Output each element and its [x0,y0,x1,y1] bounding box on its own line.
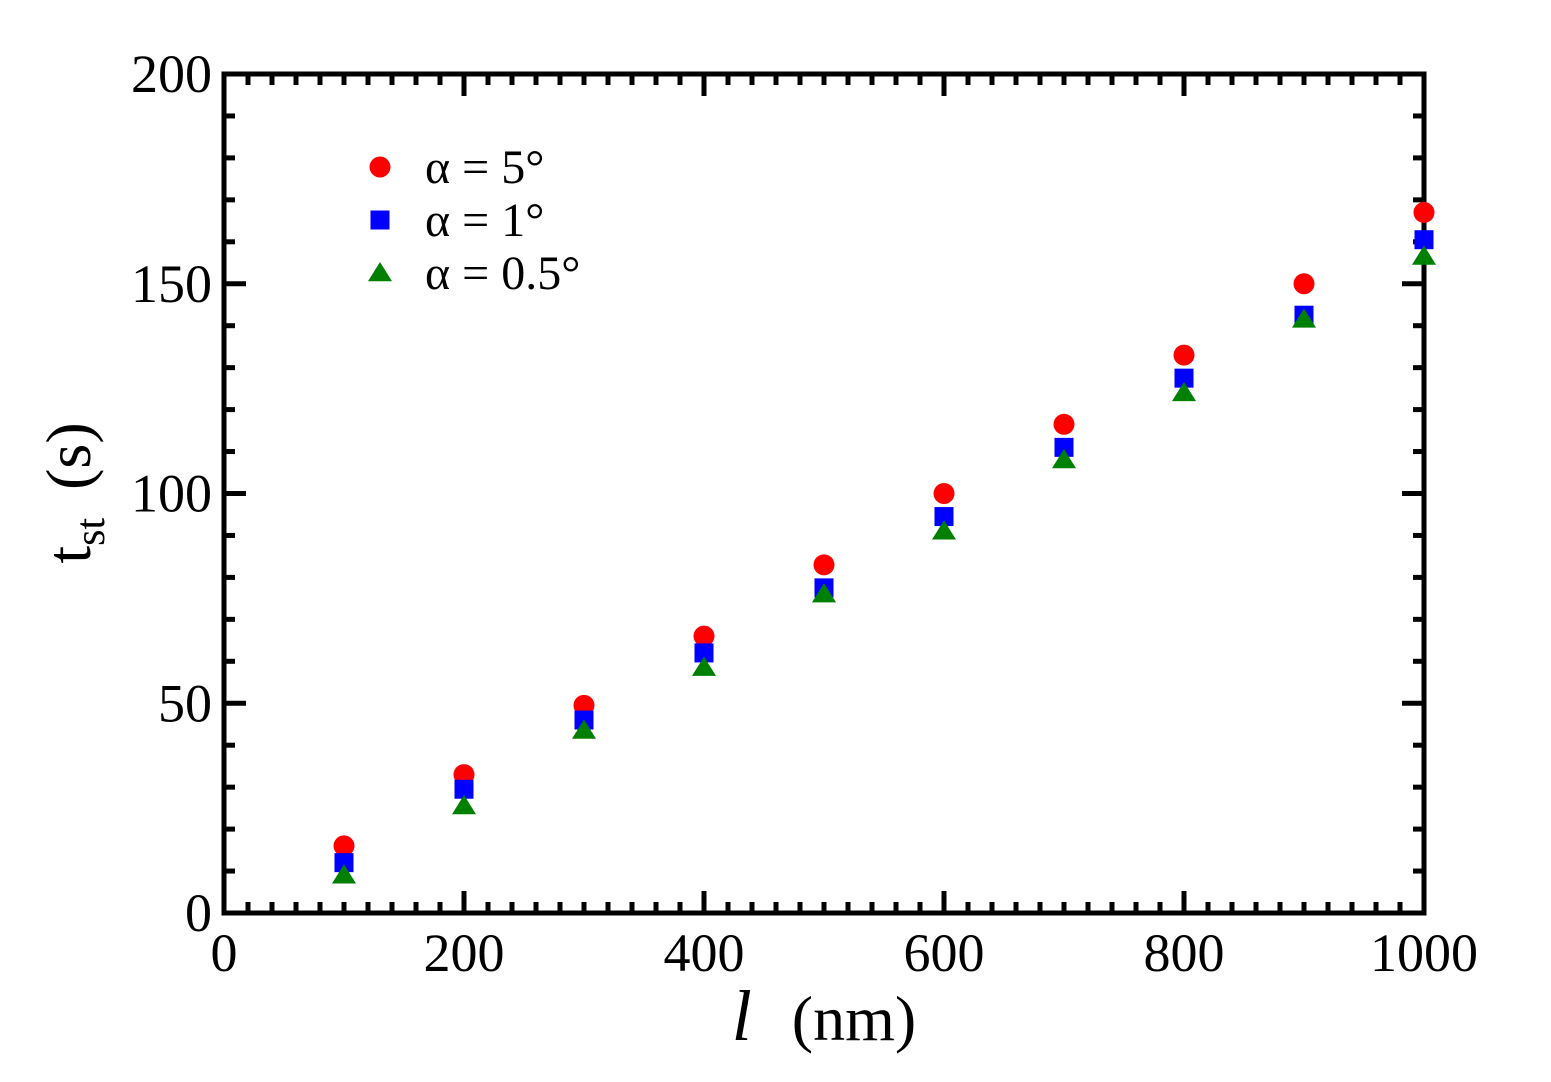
data-point-triangle [812,583,836,603]
x-tick-label: 200 [424,923,505,983]
x-axis-variable: l [732,976,752,1056]
data-point-triangle [692,656,716,676]
data-point-circle [333,835,355,857]
axis-ticks [221,71,1427,916]
data-point-circle [693,625,715,647]
x-tick-label: 1000 [1370,923,1478,983]
legend-marker-triangle [368,262,392,282]
data-point-triangle [572,719,596,739]
x-tick-label: 600 [904,923,985,983]
x-tick-label: 800 [1144,923,1225,983]
series-triangle [332,245,1436,884]
data-point-square [454,779,474,799]
data-point-square [934,507,954,527]
data-point-circle [1413,201,1435,223]
y-axis-unit: (s) [33,422,104,490]
y-axis-variable: t [33,546,104,564]
legend-label: α = 5° [425,141,544,194]
x-axis-title: l (nm) [732,976,916,1056]
data-point-triangle [1412,245,1436,265]
data-point-triangle [452,795,476,815]
data-point-triangle [1172,381,1196,402]
y-tick-labels: 0 50 100 150 200 [131,44,212,943]
y-tick-label: 150 [131,254,212,314]
x-axis-unit: (nm) [792,983,916,1054]
data-points [332,201,1436,884]
y-tick-label: 0 [185,883,212,943]
data-point-circle [1053,413,1075,435]
y-tick-label: 200 [131,44,212,104]
data-point-square [694,643,714,663]
legend-marker-circle [369,156,391,178]
legend-marker-square [370,210,390,230]
y-axis-title: tst (s) [33,422,114,563]
legend-label: α = 1° [425,194,544,247]
series-square [334,230,1434,873]
data-point-triangle [1052,448,1076,469]
data-point-circle [1293,273,1315,295]
y-tick-label: 50 [158,673,212,733]
data-point-circle [813,554,835,576]
data-point-square [1174,368,1194,388]
data-point-triangle [332,864,356,884]
data-point-square [1414,230,1434,250]
data-point-square [1054,437,1074,457]
x-tick-label: 0 [211,923,238,983]
series-circle [333,201,1435,857]
y-tick-label: 100 [131,464,212,524]
legend: α = 5°α = 1°α = 0.5° [368,141,580,300]
plot-frame [221,71,1427,916]
x-tick-label: 400 [664,923,745,983]
y-axis-subscript: st [68,518,114,546]
data-point-triangle [1292,308,1316,328]
data-point-square [334,853,354,873]
legend-label: α = 0.5° [425,247,580,300]
x-tick-labels: 0 200 400 600 800 1000 [211,923,1479,983]
data-point-circle [933,483,955,504]
data-point-circle [1173,344,1195,366]
data-point-triangle [932,520,956,540]
